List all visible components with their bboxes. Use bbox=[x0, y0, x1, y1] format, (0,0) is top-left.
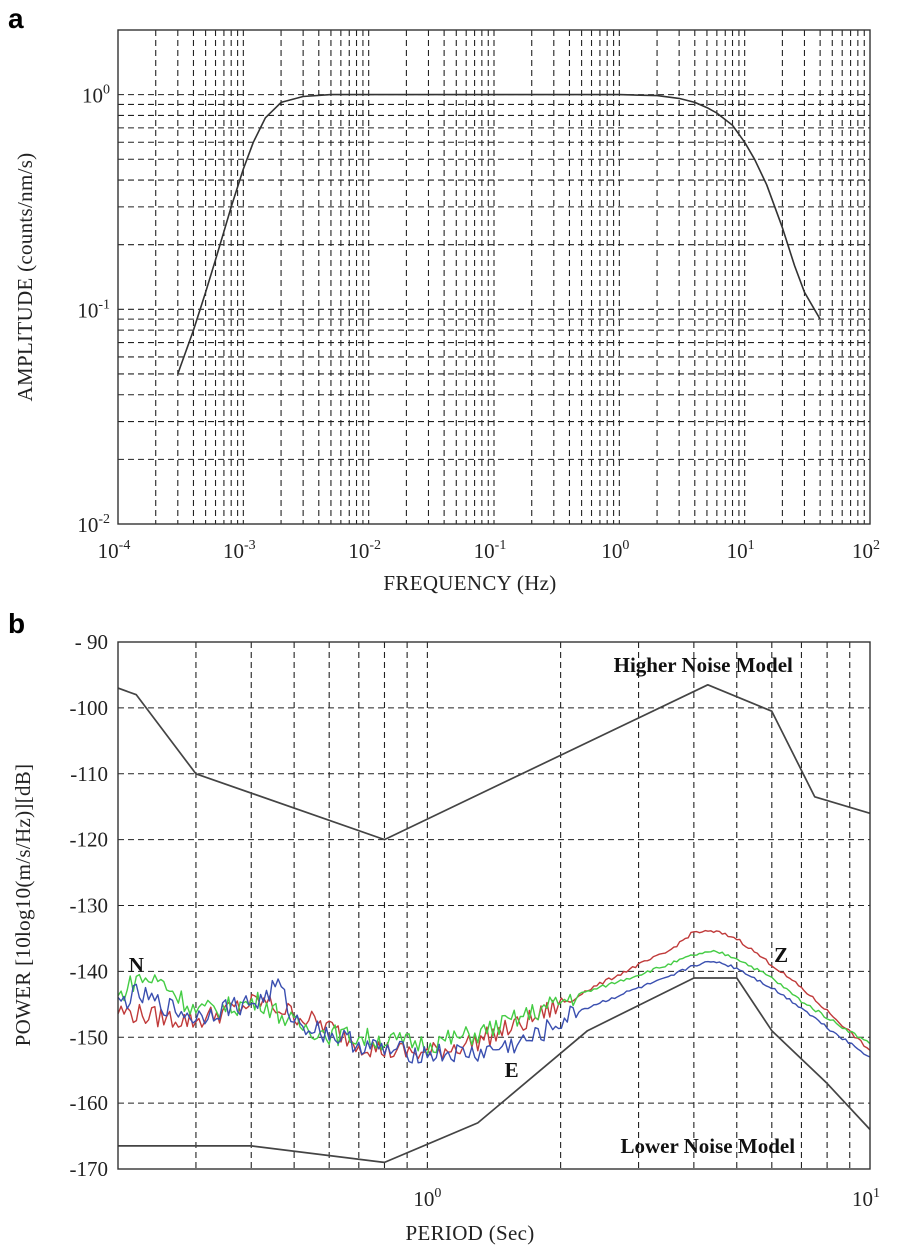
panel-b-label: b bbox=[8, 608, 25, 639]
panel-b-annotation-n: N bbox=[129, 953, 144, 977]
panel-b-annotation-higher-noise-model: Higher Noise Model bbox=[614, 653, 793, 677]
panel-b-y-axis-title: POWER [10log10(m/s/Hz)][dB] bbox=[11, 764, 35, 1047]
panel-a-y-tick-label: 10-2 bbox=[77, 512, 110, 537]
panel-a-grid bbox=[118, 30, 870, 524]
panel-b-annotation-e: E bbox=[505, 1058, 519, 1082]
panel-b-y-tick-label: -110 bbox=[70, 762, 108, 786]
panel-a-y-axis-title: AMPLITUDE (counts/nm/s) bbox=[13, 153, 37, 402]
panel-a-series bbox=[177, 93, 821, 375]
panel-a-x-tick-label: 10-2 bbox=[348, 538, 381, 563]
panel-b-y-tick-label: -120 bbox=[70, 828, 109, 852]
panel-a-response-curve bbox=[177, 93, 821, 375]
panel-a-x-tick-label: 10-1 bbox=[474, 538, 507, 563]
panel-b-x-ticks: 100 101 bbox=[413, 1186, 880, 1211]
panel-a-x-tick-label: 102 bbox=[852, 538, 880, 563]
panel-b-y-tick-label: -130 bbox=[70, 894, 109, 918]
panel-b-series-n bbox=[117, 949, 871, 1055]
panel-b-y-tick-label: - 90 bbox=[75, 630, 108, 654]
panel-a-x-tick-label: 10-4 bbox=[98, 538, 131, 563]
panel-a-x-ticks: 10-4 10-3 10-2 10-1 100 101 102 bbox=[98, 538, 880, 563]
panel-a-x-tick-label: 101 bbox=[727, 538, 755, 563]
panel-a-frame bbox=[117, 29, 871, 525]
panel-a-y-tick-label: 10-1 bbox=[77, 297, 110, 322]
panel-b-y-tick-label: -140 bbox=[70, 959, 109, 983]
panel-b-grid bbox=[118, 642, 870, 1169]
panel-b-y-tick-label: -100 bbox=[70, 696, 109, 720]
panel-a-x-axis-title: FREQUENCY (Hz) bbox=[383, 571, 556, 595]
panel-b-annotations: Higher Noise Model Lower Noise Model N E Z bbox=[129, 653, 795, 1158]
panel-b-series-lower-noise-model bbox=[118, 977, 871, 1164]
panel-b-frame bbox=[117, 641, 871, 1170]
panel-b: b - 90 -100 -110 -120 -130 -140 -150 -160 -170 1… bbox=[8, 608, 880, 1245]
panel-a-x-tick-label: 100 bbox=[601, 538, 629, 563]
panel-b-y-ticks: - 90 -100 -110 -120 -130 -140 -150 -160 -170 bbox=[70, 630, 109, 1181]
panel-b-y-tick-label: -150 bbox=[70, 1025, 109, 1049]
panel-b-annotation-z: Z bbox=[774, 943, 788, 967]
panel-b-y-tick-label: -160 bbox=[70, 1091, 109, 1115]
panel-b-series bbox=[117, 683, 871, 1164]
panel-b-x-tick-label: 101 bbox=[852, 1186, 880, 1211]
panel-b-y-tick-label: -170 bbox=[70, 1157, 109, 1181]
panel-a-x-tick-label: 10-3 bbox=[223, 538, 256, 563]
panel-b-x-tick-label: 100 bbox=[413, 1186, 441, 1211]
panel-a-y-tick-label: 100 bbox=[82, 83, 110, 108]
panel-a-y-ticks: 10-2 10-1 100 bbox=[77, 83, 110, 537]
panel-b-annotation-lower-noise-model: Lower Noise Model bbox=[620, 1134, 795, 1158]
panel-b-series-e bbox=[117, 960, 871, 1064]
panel-b-series-z bbox=[117, 929, 871, 1060]
panel-a-label: a bbox=[8, 3, 24, 34]
panel-b-series-higher-noise-model bbox=[117, 683, 871, 841]
panel-b-x-axis-title: PERIOD (Sec) bbox=[406, 1221, 535, 1245]
